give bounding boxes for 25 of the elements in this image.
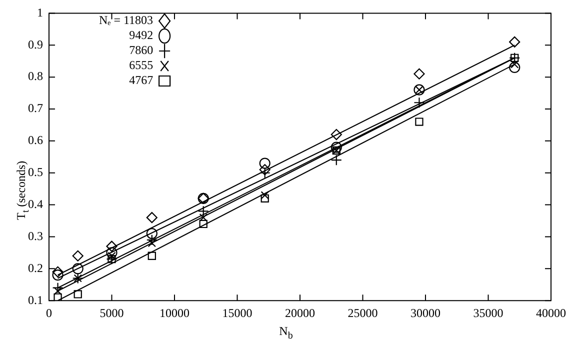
y-tick-label: 0.7 [28, 101, 43, 116]
legend-label: 6555 [129, 58, 154, 72]
legend-label: 9492 [129, 28, 154, 42]
x-tick-label: 10000 [160, 306, 190, 320]
y-tick-label: 0.9 [28, 37, 43, 52]
x-tick-label: 0 [46, 306, 52, 320]
legend-label: 7860 [129, 43, 154, 58]
legend-label: Nₑ = 11803 [98, 13, 154, 28]
x-tick-label: 15000 [222, 306, 252, 320]
x-axis-title: N$_{b}$ [278, 324, 294, 342]
y-tick-label: 0.5 [28, 165, 43, 180]
x-tick-label: 30000 [410, 306, 440, 320]
x-tick-label: 35000 [473, 306, 504, 320]
y-tick-label: 0.6 [28, 133, 43, 148]
x-tick-label: 5000 [100, 306, 124, 320]
y-tick-label: 0.2 [28, 260, 43, 275]
y-tick-label: 0.3 [28, 228, 43, 243]
legend-label: 4767 [129, 73, 154, 88]
x-tick-label: 20000 [285, 306, 315, 320]
x-tick-label: 25000 [348, 306, 378, 320]
y-tick-label: 0.4 [28, 196, 43, 211]
y-tick-label: 1 [37, 5, 43, 20]
y-tick-label: 0.1 [28, 292, 43, 307]
y-tick-label: 0.8 [28, 69, 43, 84]
x-tick-label: 40000 [536, 306, 566, 320]
